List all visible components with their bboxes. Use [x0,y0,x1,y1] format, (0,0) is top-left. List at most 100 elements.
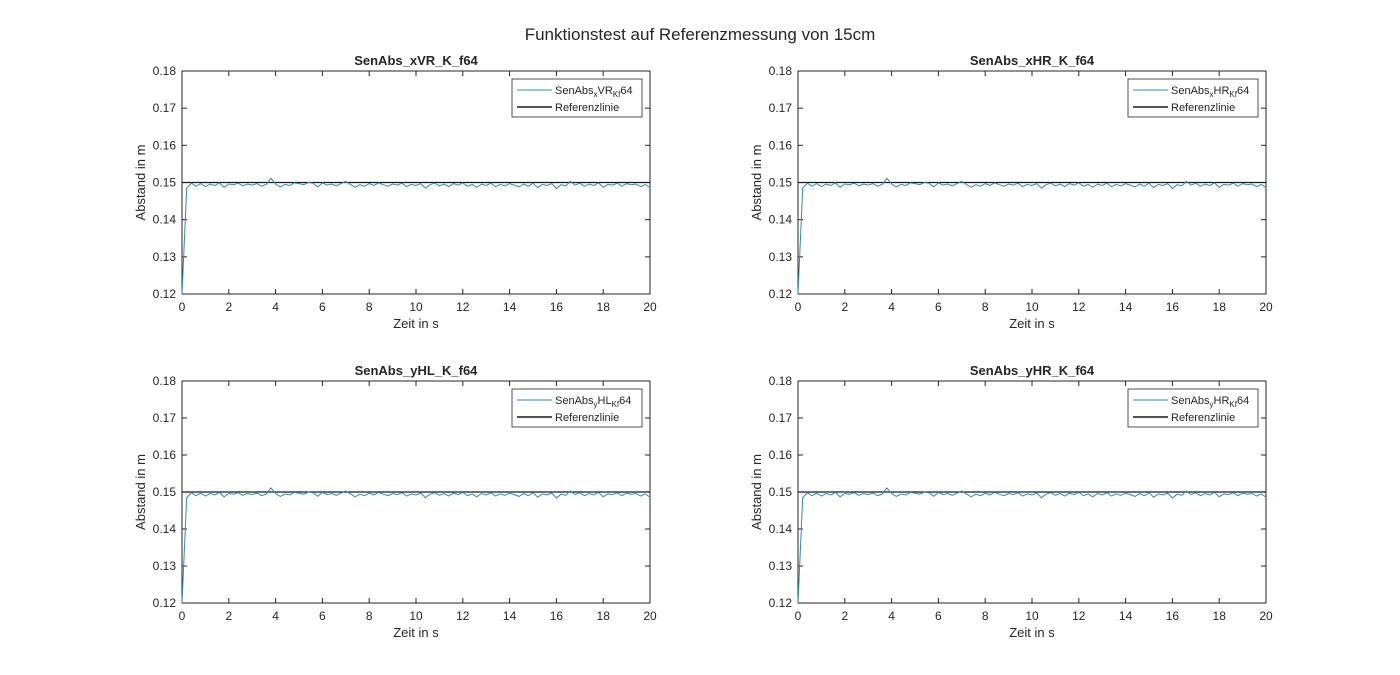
x-tick-label: 10 [1025,609,1039,623]
x-tick-label: 0 [179,300,186,314]
legend-box [511,388,643,428]
y-tick-label: 0.16 [153,138,177,152]
x-tick-label: 2 [841,609,848,623]
y-tick-label: 0.16 [769,138,793,152]
x-tick-label: 0 [795,300,802,314]
x-tick-label: 10 [409,609,423,623]
x-axis-label: Zeit in s [393,625,439,640]
legend-label-part: Kf [1229,90,1237,99]
legend-label-part: HR [1214,85,1230,97]
subplot-title: SenAbs_xVR_K_f64 [354,53,478,68]
signal-line [181,487,651,604]
legend-label-part: Kf [1229,400,1237,409]
x-tick-label: 14 [503,300,517,314]
legend-box [1127,388,1259,428]
legend-label-part: x [1210,90,1214,99]
x-tick-label: 10 [409,300,423,314]
x-tick-label: 16 [1166,609,1180,623]
legend-label-part: y [1210,400,1214,409]
x-tick-label: 18 [597,609,611,623]
y-tick-label: 0.16 [769,448,793,462]
legend-label-part: HR [1214,395,1230,407]
y-tick-label: 0.13 [769,559,793,573]
y-axis-label: Abstand in m [133,454,148,530]
y-tick-label: 0.12 [769,287,793,301]
y-tick-label: 0.18 [153,374,177,388]
x-tick-label: 18 [1213,300,1227,314]
y-tick-label: 0.13 [153,559,177,573]
x-axis-label: Zeit in s [1009,625,1055,640]
x-tick-label: 12 [456,609,470,623]
x-tick-label: 2 [225,609,232,623]
x-tick-label: 4 [272,609,279,623]
x-axis-label: Zeit in s [393,316,439,331]
legend: SenAbsyHLKf64 Referenzlinie [511,388,643,428]
x-tick-label: 0 [795,609,802,623]
y-tick-label: 0.16 [153,448,177,462]
legend-label-reference: Referenzlinie [1171,102,1235,114]
x-tick-label: 20 [643,300,657,314]
y-tick-label: 0.14 [769,522,793,536]
x-tick-label: 6 [319,300,326,314]
x-tick-label: 12 [1072,609,1086,623]
x-tick-label: 0 [179,609,186,623]
x-tick-label: 20 [1259,609,1273,623]
legend-label-part: SenAbs [1171,85,1210,97]
legend-box [511,78,643,118]
legend-label-reference: Referenzlinie [1171,412,1235,424]
x-tick-label: 20 [643,609,657,623]
subplot-title: SenAbs_yHR_K_f64 [970,363,1095,378]
y-tick-label: 0.14 [769,213,793,227]
legend-label-reference: Referenzlinie [555,412,619,424]
x-tick-label: 4 [272,300,279,314]
x-tick-label: 8 [366,300,373,314]
y-tick-label: 0.13 [153,250,177,264]
signal-line [797,487,1267,604]
x-tick-label: 12 [1072,300,1086,314]
legend-label-part: 64 [619,395,631,407]
y-tick-label: 0.14 [153,522,177,536]
x-tick-label: 10 [1025,300,1039,314]
subplot-4: SenAbs_yHR_K_f64 0 2 4 6 8 10 12 14 16 18 20 0.12 0.1… [749,363,1273,640]
x-tick-label: 18 [597,300,611,314]
legend-label-part: 64 [620,85,632,97]
figure-title: Funktionstest auf Referenzmessung von 15… [525,25,876,44]
x-tick-label: 4 [888,300,895,314]
y-axis-label: Abstand in m [749,454,764,530]
y-axis-label: Abstand in m [749,145,764,221]
subplot-2: SenAbs_xHR_K_f64 0 2 4 6 8 10 12 14 16 18 20 0.12 0.1… [749,53,1273,331]
legend-label-part: x [594,90,598,99]
x-tick-label: 18 [1213,609,1227,623]
signal-line [181,177,651,295]
x-tick-label: 2 [841,300,848,314]
subplot-title: SenAbs_yHL_K_f64 [355,363,479,378]
y-tick-label: 0.18 [769,374,793,388]
y-tick-label: 0.13 [769,250,793,264]
y-tick-label: 0.17 [769,411,793,425]
legend-label-part: 64 [1237,395,1249,407]
y-tick-label: 0.18 [769,64,793,78]
y-tick-label: 0.15 [153,485,177,499]
legend-label-part: VR [598,85,613,97]
y-tick-label: 0.14 [153,213,177,227]
y-tick-label: 0.15 [153,176,177,190]
x-tick-label: 6 [935,609,942,623]
legend-label-part: SenAbs [555,85,594,97]
x-tick-label: 6 [935,300,942,314]
signal-line [797,177,1267,295]
y-tick-label: 0.12 [153,287,177,301]
y-tick-label: 0.15 [769,485,793,499]
legend-label-part: 64 [1237,85,1249,97]
x-tick-label: 6 [319,609,326,623]
legend-box [1127,78,1259,118]
x-axis-label: Zeit in s [1009,316,1055,331]
x-tick-label: 14 [503,609,517,623]
x-tick-label: 8 [982,300,989,314]
y-tick-label: 0.18 [153,64,177,78]
x-tick-label: 8 [982,609,989,623]
y-axis-label: Abstand in m [133,145,148,221]
x-tick-label: 12 [456,300,470,314]
legend-label-signal: SenAbsyHLKf64 [555,395,631,409]
